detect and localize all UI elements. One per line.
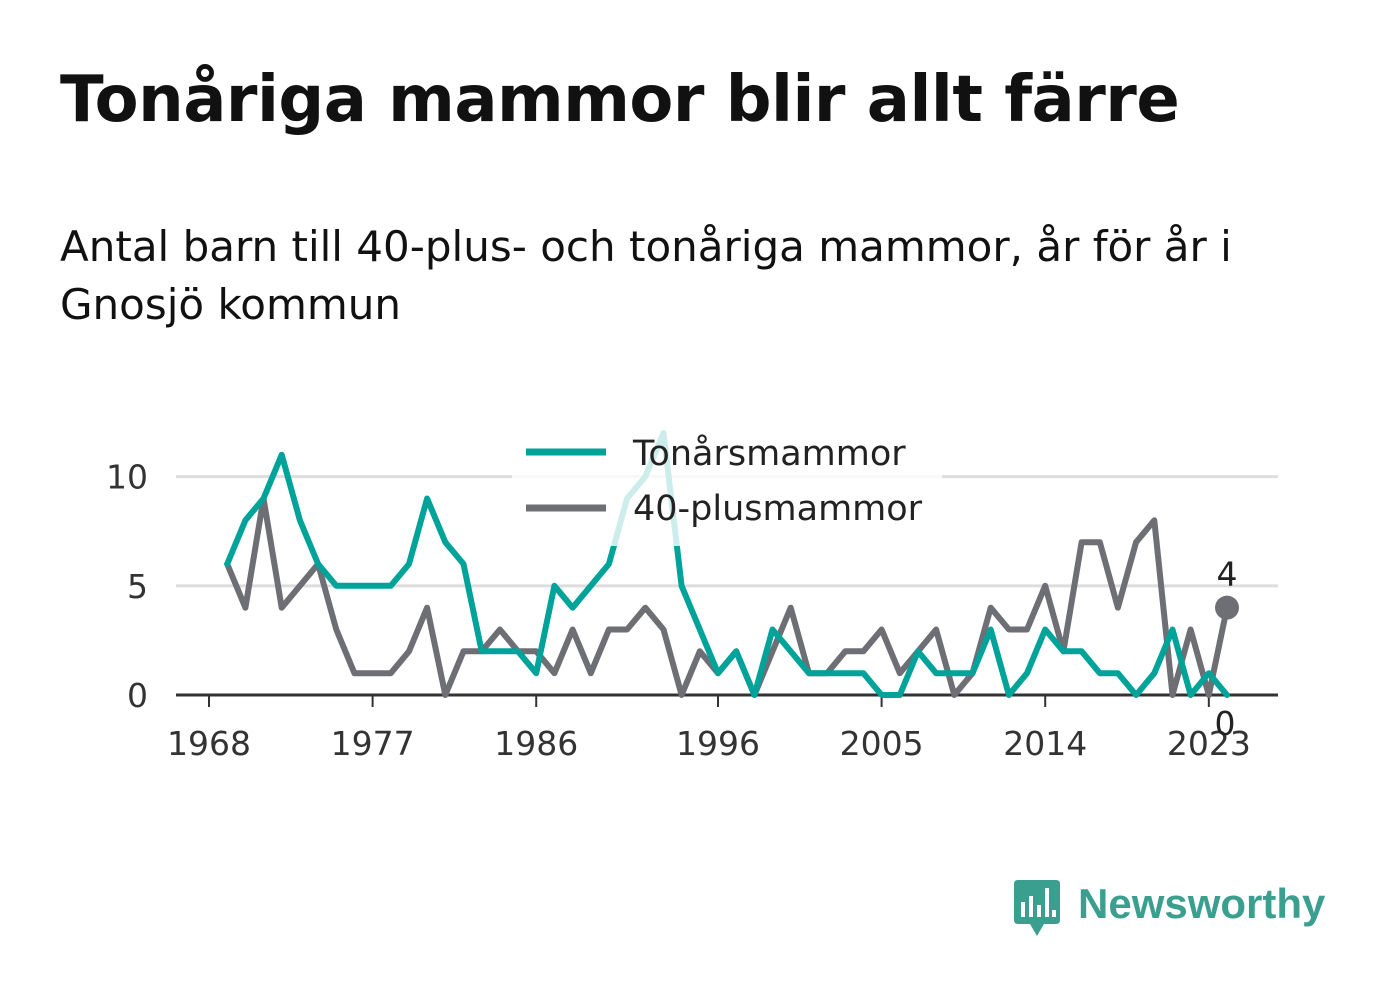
series-lines (224, 430, 1230, 698)
legend-background (512, 422, 942, 546)
x-tick-label: 1996 (676, 724, 760, 763)
legend-label-tonarsmammor: Tonårsmammor (632, 433, 906, 474)
y-tick-label: 0 (127, 676, 148, 715)
x-tick-label: 2023 (1167, 724, 1251, 763)
x-tick-label: 2014 (1003, 724, 1087, 763)
chart-title: Tonåriga mammor blir allt färre (60, 63, 1180, 137)
legend: Tonårsmammor 40-plusmammor (512, 422, 942, 546)
newsworthy-logo: Newsworthy (1012, 880, 1325, 940)
axis-ticks: 0 5 10 1968 1977 1986 1996 2005 2014 2023 (106, 458, 1251, 763)
end-label-tonarsmammor: 0 (1215, 704, 1236, 743)
x-tick-label: 1986 (494, 724, 578, 763)
end-label-40-plusmammor: 4 (1217, 555, 1238, 594)
newsworthy-logo-icon (1014, 880, 1060, 936)
end-point-40-plusmammor (1215, 595, 1239, 620)
series-line-tonarsmammor (224, 430, 1230, 698)
newsworthy-logo-text: Newsworthy (1078, 880, 1326, 927)
x-tick-label: 1977 (331, 724, 415, 763)
x-tick-label: 2005 (840, 724, 924, 763)
chart-subtitle: Antal barn till 40-plus- och tonåriga ma… (60, 222, 1232, 329)
y-tick-label: 5 (127, 567, 148, 606)
y-tick-label: 10 (106, 458, 148, 497)
legend-label-40-plusmammor: 40-plusmammor (633, 489, 923, 529)
end-labels: 4 0 (1215, 555, 1239, 743)
x-tick-label: 1968 (167, 724, 251, 763)
